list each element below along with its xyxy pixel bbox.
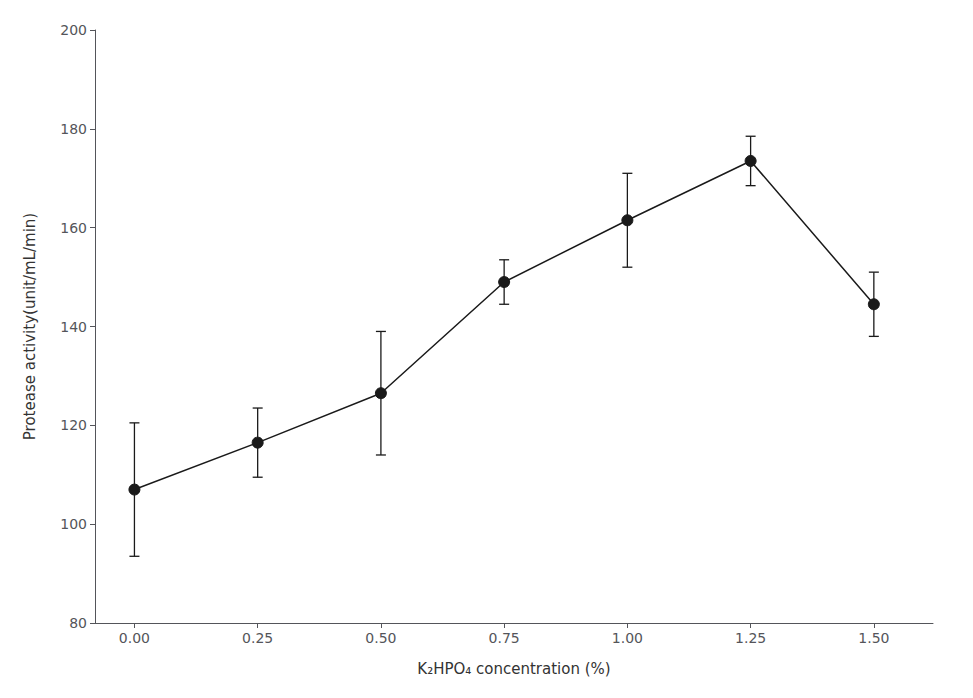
svg-text:200: 200 (60, 22, 87, 38)
svg-text:K₂HPO₄ concentration (%): K₂HPO₄ concentration (%) (417, 660, 610, 678)
svg-text:0.25: 0.25 (242, 630, 273, 646)
svg-text:0.00: 0.00 (119, 630, 150, 646)
svg-text:1.50: 1.50 (858, 630, 889, 646)
svg-text:Protease activity(unit/mL/min): Protease activity(unit/mL/min) (21, 213, 39, 440)
svg-text:1.25: 1.25 (735, 630, 766, 646)
svg-text:0.50: 0.50 (365, 630, 396, 646)
svg-text:160: 160 (60, 220, 87, 236)
svg-text:140: 140 (60, 319, 87, 335)
svg-text:0.75: 0.75 (489, 630, 520, 646)
svg-text:100: 100 (60, 516, 87, 532)
svg-text:120: 120 (60, 417, 87, 433)
svg-text:1.00: 1.00 (612, 630, 643, 646)
svg-text:80: 80 (69, 615, 87, 631)
svg-text:180: 180 (60, 121, 87, 137)
